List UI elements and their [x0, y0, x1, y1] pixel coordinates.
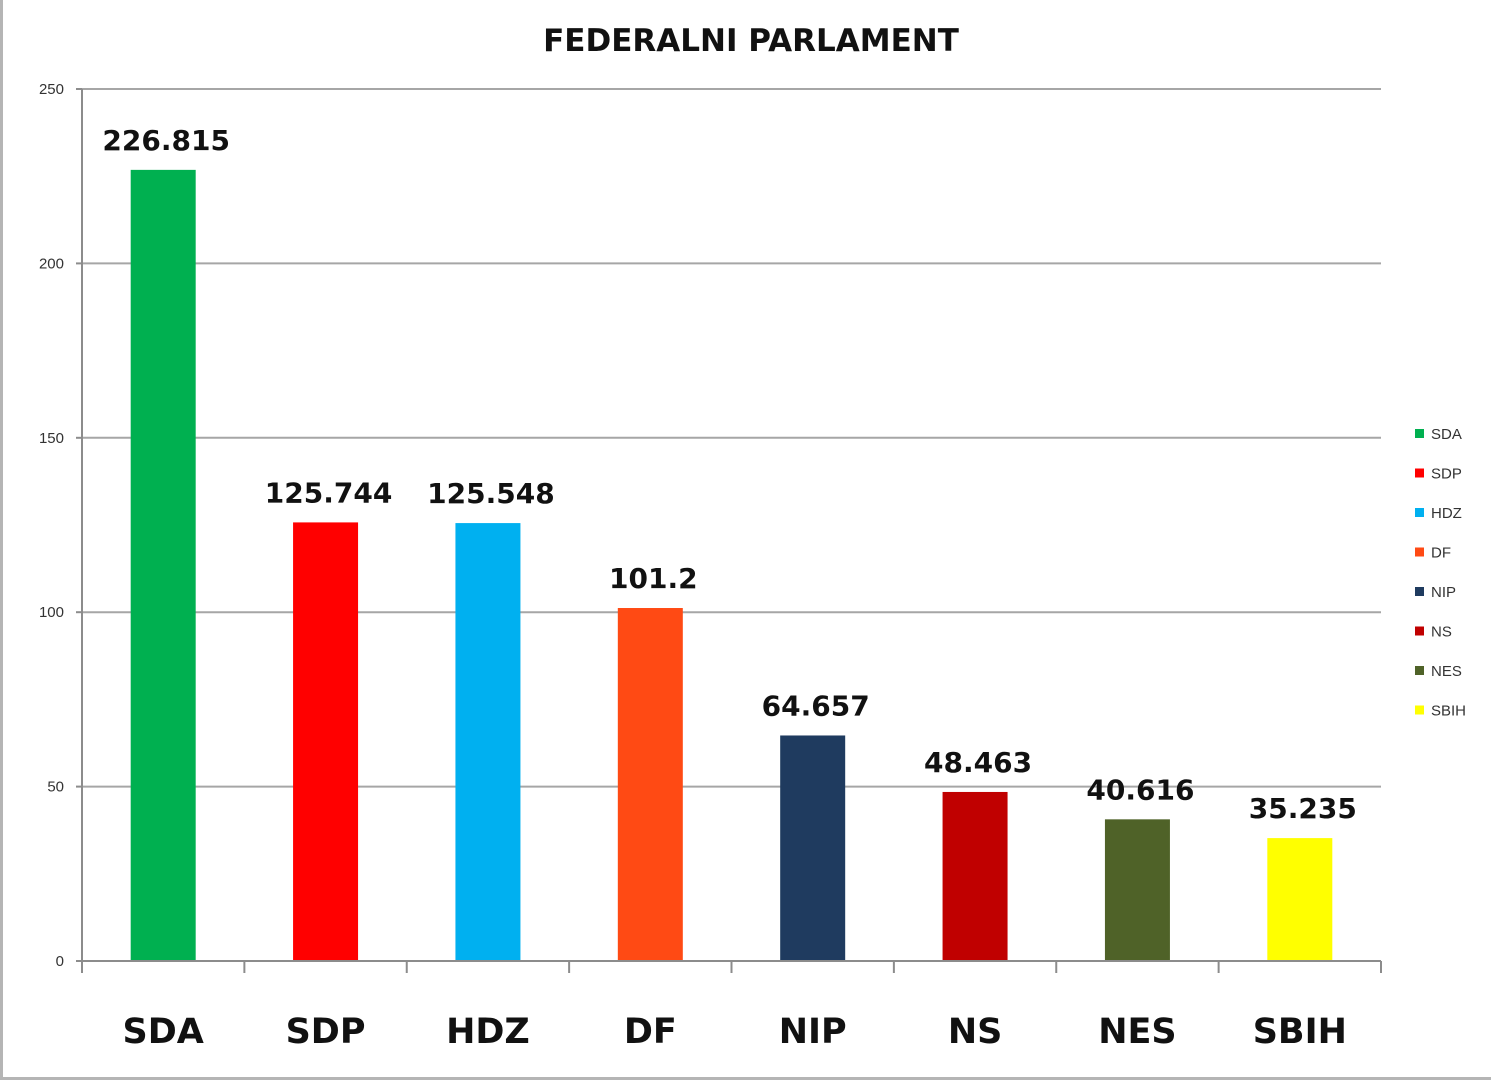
bars: [130, 169, 1333, 962]
bar-sdp: [293, 522, 359, 961]
legend-item-sdp: SDP: [1415, 466, 1462, 483]
legend-swatch: [1415, 429, 1424, 438]
legend-label: SDA: [1431, 426, 1462, 443]
data-label: 48.463: [924, 746, 1032, 779]
legend-item-hdz: HDZ: [1415, 505, 1462, 522]
legend-swatch: [1415, 705, 1424, 715]
legend-swatch: [1415, 666, 1424, 675]
legend-swatch: [1415, 468, 1424, 478]
legend-item-ns: NS: [1415, 624, 1452, 641]
data-label: 101.2: [609, 562, 698, 595]
y-tick-label: 50: [47, 779, 64, 796]
bar-sda: [130, 169, 196, 962]
bar-ns: [942, 791, 1008, 961]
legend-item-sda: SDA: [1415, 426, 1462, 443]
legend-label: NES: [1431, 663, 1462, 680]
legend-label: NS: [1431, 624, 1452, 641]
legend-swatch: [1415, 587, 1424, 596]
data-label: 125.744: [265, 476, 393, 509]
legend-item-df: DF: [1415, 545, 1451, 562]
x-tick-label: NIP: [779, 1012, 847, 1052]
legend-label: SBIH: [1431, 703, 1466, 720]
legend-label: HDZ: [1431, 505, 1462, 522]
bar-nip: [780, 735, 846, 961]
legend: SDA SDP HDZ DF NIP NS NES SBIH: [1415, 426, 1466, 720]
y-tick-label: 200: [39, 255, 64, 272]
legend-item-nes: NES: [1415, 663, 1462, 680]
x-tick-label: NS: [948, 1012, 1003, 1052]
legend-label: SDP: [1431, 466, 1462, 483]
y-tick-label: 0: [56, 953, 64, 970]
y-axis: 0 50 100 150 200 250: [39, 81, 83, 973]
x-tick-label: DF: [624, 1012, 677, 1052]
legend-swatch: [1415, 547, 1424, 557]
x-axis: SDA SDP HDZ DF NIP NS NES SBIH: [81, 960, 1382, 1052]
bar-nes: [1104, 819, 1170, 961]
y-tick-label: 250: [39, 81, 64, 98]
x-tick-label: SDA: [123, 1012, 204, 1052]
legend-item-nip: NIP: [1415, 584, 1456, 601]
x-tick-label: HDZ: [446, 1012, 530, 1052]
data-label: 125.548: [427, 477, 555, 510]
bar-hdz: [455, 523, 521, 961]
data-labels: 226.815 125.744 125.548 101.2 64.657 48.463 40…: [102, 124, 1356, 825]
legend-label: NIP: [1431, 584, 1456, 601]
data-label: 64.657: [762, 689, 870, 722]
data-label: 35.235: [1249, 792, 1357, 825]
y-tick-label: 100: [39, 604, 64, 621]
chart-title: FEDERALNI PARLAMENT: [543, 23, 959, 59]
legend-item-sbih: SBIH: [1415, 703, 1466, 720]
x-tick-label: NES: [1098, 1012, 1176, 1052]
bar-sbih: [1267, 838, 1333, 961]
legend-swatch: [1415, 508, 1424, 517]
gridlines: [82, 88, 1381, 788]
legend-swatch: [1415, 626, 1424, 636]
x-tick-label: SDP: [286, 1012, 366, 1052]
data-label: 40.616: [1086, 773, 1194, 806]
x-tick-label: SBIH: [1253, 1012, 1347, 1052]
bar-df: [617, 608, 683, 961]
data-label: 226.815: [102, 124, 230, 157]
legend-label: DF: [1431, 545, 1451, 562]
y-tick-label: 150: [39, 430, 64, 447]
